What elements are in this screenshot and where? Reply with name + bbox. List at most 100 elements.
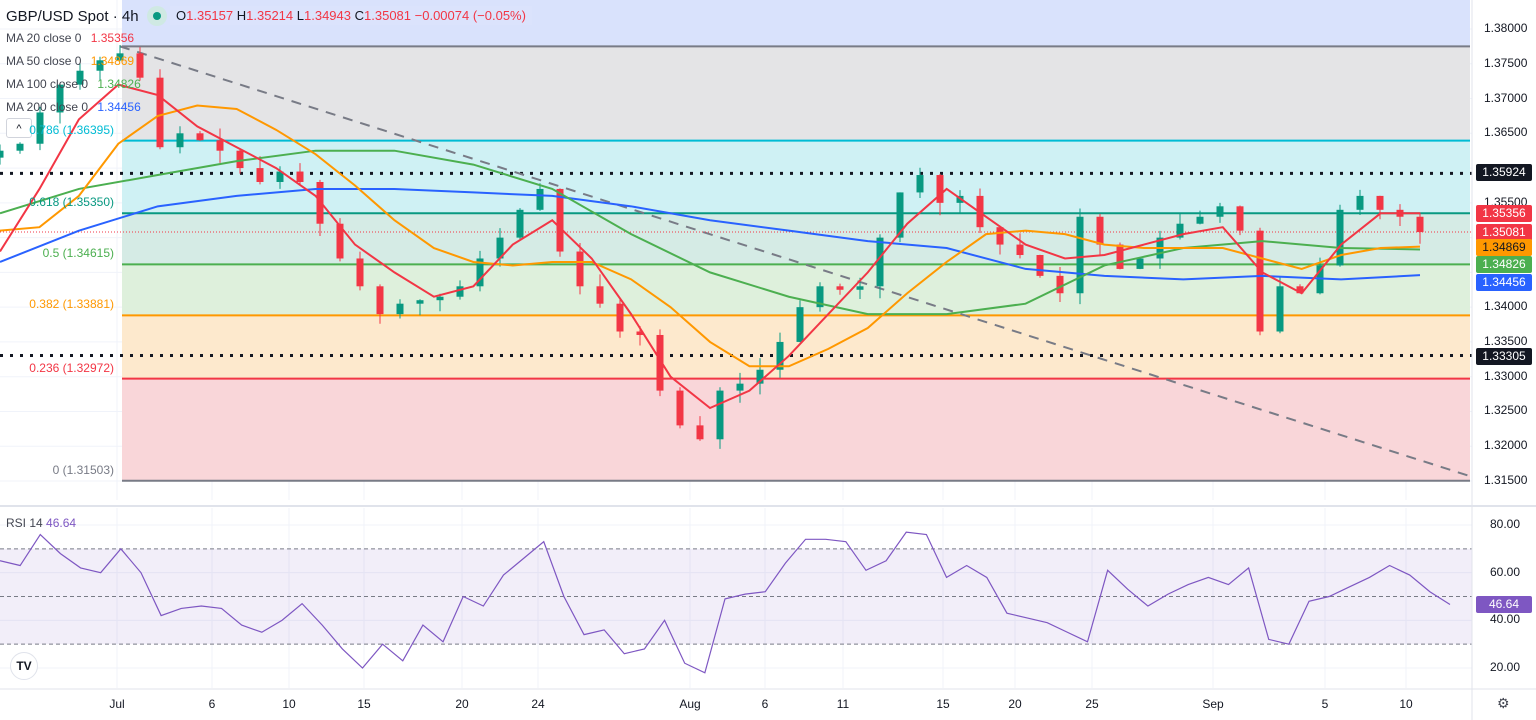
candle (96, 60, 104, 71)
symbol-name[interactable]: GBP/USD Spot · 4h (6, 7, 139, 25)
time-axis-label: Sep (1202, 697, 1224, 711)
collapse-legend-button[interactable]: ^ (6, 118, 32, 138)
candle (156, 77, 164, 148)
candle (56, 84, 64, 113)
candle (556, 188, 564, 252)
rsi-label: RSI 14 (6, 516, 43, 530)
candle (1376, 195, 1384, 210)
candle (276, 171, 284, 182)
candle (336, 223, 344, 259)
ma-legend-item[interactable]: MA 50 close 0 1.34869 (6, 54, 134, 68)
candle (716, 390, 724, 440)
candle (116, 53, 124, 61)
candle (1416, 216, 1424, 233)
candle (136, 53, 144, 78)
candle (1116, 244, 1124, 269)
candle (1036, 255, 1044, 276)
candle (396, 303, 404, 315)
fib-zone (122, 140, 1470, 214)
time-axis-label: 5 (1321, 697, 1329, 711)
candle (456, 286, 464, 297)
ma-legend-item[interactable]: MA 20 close 0 1.35356 (6, 31, 134, 45)
rsi-axis-label: 40.00 (1490, 612, 1521, 627)
candle (1196, 216, 1204, 224)
candle (596, 286, 604, 304)
candle (1276, 286, 1284, 332)
candle (1336, 209, 1344, 266)
candle (1136, 258, 1144, 269)
ma-legend-label: MA 50 close 0 (6, 54, 82, 68)
rsi-axis-label: 80.00 (1490, 517, 1521, 531)
tradingview-logo[interactable]: TV (10, 652, 38, 680)
candle (636, 331, 644, 335)
candle (196, 133, 204, 141)
price-tag: 1.35081 (1476, 224, 1532, 241)
candle (576, 251, 584, 287)
candle (76, 70, 84, 85)
time-axis-label: Aug (679, 697, 701, 711)
price-tag: 1.34869 (1476, 239, 1532, 256)
candle (0, 150, 4, 158)
ma50-line (0, 104, 1421, 368)
time-axis-label: 11 (836, 697, 850, 711)
time-axis-label: 24 (531, 697, 545, 711)
price-axis-label: 1.33500 (1484, 333, 1528, 348)
ma-legend-item[interactable]: MA 200 close 0 1.34456 (6, 100, 141, 114)
candle (256, 168, 264, 182)
candle (176, 133, 184, 148)
price-tag: 1.35356 (1476, 205, 1532, 222)
rsi-axis-label: 60.00 (1490, 564, 1521, 579)
candle (216, 140, 224, 151)
time-axis-label: 15 (357, 697, 371, 711)
ma-legend-label: MA 20 close 0 (6, 31, 82, 45)
low-label: L (296, 8, 304, 23)
fib-label: 0.786 (1.36395) (29, 122, 114, 137)
time-axis-label: 25 (1085, 697, 1099, 711)
candle (1356, 195, 1364, 210)
fib-label: 0.618 (1.35350) (29, 195, 114, 210)
rsi-axis-label: 20.00 (1490, 660, 1521, 674)
close-value: 1.35081 (364, 8, 412, 23)
price-axis-label: 1.37000 (1484, 90, 1528, 105)
candle (696, 425, 704, 440)
candle (1216, 206, 1224, 217)
fib-zone (122, 264, 1470, 316)
candle (16, 143, 24, 151)
price-axis-label: 1.37500 (1484, 55, 1528, 70)
candle (916, 175, 924, 193)
price-axis-label: 1.38000 (1484, 21, 1528, 35)
candle (476, 258, 484, 287)
candle (996, 227, 1004, 245)
candle (736, 383, 744, 391)
close-label: C (354, 8, 365, 23)
rsi-value-tag: 46.64 (1476, 595, 1532, 613)
candle (1236, 206, 1244, 231)
candle (876, 237, 884, 287)
price-axis-label: 1.36500 (1484, 125, 1528, 140)
trend-line (119, 45, 1471, 478)
time-axis-label: 20 (455, 697, 469, 711)
fib-zone (122, 213, 1470, 265)
candle (1256, 230, 1264, 332)
candle (756, 369, 764, 384)
ma20-line (0, 83, 1420, 410)
candle (796, 307, 804, 342)
fib-zone (122, 378, 1470, 481)
ma-legend-item[interactable]: MA 100 close 0 1.34826 (6, 77, 141, 91)
candle (36, 112, 44, 144)
candle (836, 286, 844, 290)
candle (616, 303, 624, 332)
candle (356, 258, 364, 287)
candle (1076, 216, 1084, 294)
time-axis-label: 10 (1399, 697, 1413, 711)
rsi-legend[interactable]: RSI 14 46.64 (6, 516, 76, 530)
candle (1296, 286, 1304, 294)
rsi-line (0, 531, 1451, 674)
gear-icon[interactable]: ⚙ (1497, 695, 1510, 711)
candle (816, 286, 824, 308)
candle (496, 237, 504, 259)
candle (1096, 216, 1104, 245)
price-tag: 1.34456 (1476, 274, 1532, 291)
